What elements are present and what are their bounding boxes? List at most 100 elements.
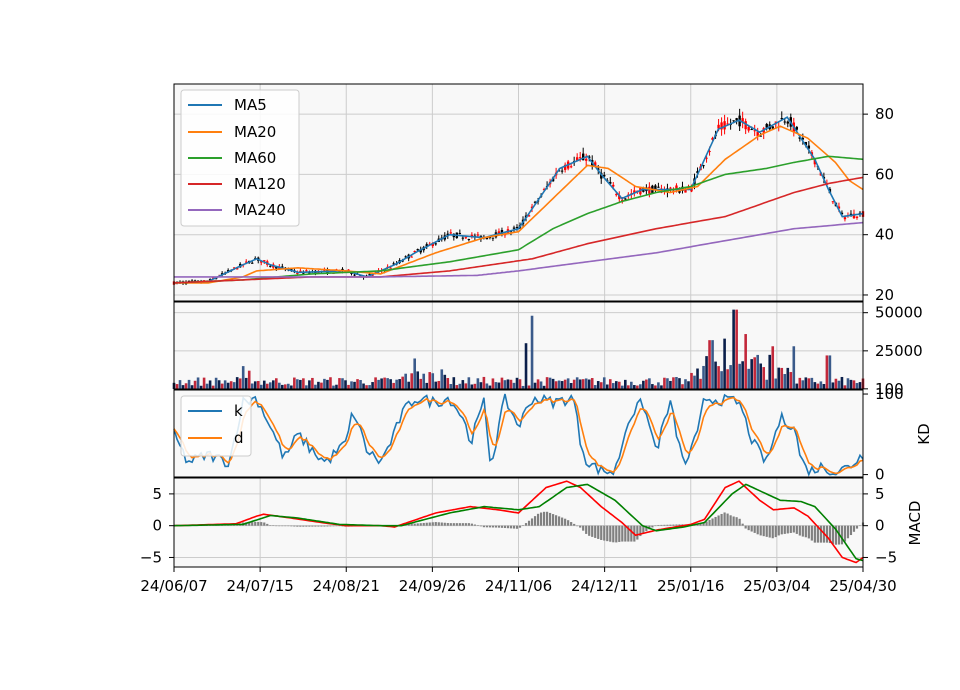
macd-histogram-bar [795, 525, 798, 534]
macd-histogram-bar [618, 525, 621, 542]
volume-bar [521, 385, 525, 389]
candle-body [578, 157, 582, 159]
macd-histogram-bar [269, 525, 272, 526]
volume-bar [217, 380, 221, 389]
volume-bar [792, 346, 796, 389]
macd-histogram-bar [407, 524, 410, 526]
volume-bar [371, 382, 374, 389]
macd-histogram-bar [714, 516, 717, 526]
macd-histogram-bar [576, 525, 579, 527]
macd-histogram-bar [503, 525, 507, 529]
volume-bar [503, 380, 507, 389]
macd-histogram-bar [470, 523, 473, 526]
macd-histogram-bar [299, 525, 302, 527]
macd-histogram-bar [645, 525, 648, 532]
volume-bar [359, 380, 362, 389]
candle-body [840, 212, 844, 215]
volume-bar [500, 377, 504, 389]
macd-histogram-bar [591, 525, 594, 537]
macd-histogram-bar [609, 525, 612, 542]
volume-bar [717, 366, 720, 389]
volume-bar [271, 380, 275, 389]
candle-body [353, 274, 356, 276]
macd-histogram-bar [428, 522, 431, 526]
macd-histogram-bar [515, 525, 519, 529]
volume-bar [849, 379, 853, 389]
volume-bar [244, 377, 248, 389]
volume-bar [341, 378, 344, 389]
candle-body [741, 118, 744, 122]
volume-bar [247, 370, 251, 389]
volume-bar [590, 378, 594, 389]
candle-body [624, 198, 627, 200]
candle-body [783, 121, 786, 123]
y-tick-label: 0 [875, 517, 885, 535]
volume-bar [199, 385, 203, 389]
macd-histogram-bar [506, 525, 510, 529]
volume-bar [494, 382, 498, 389]
macd-histogram-bar [660, 524, 663, 526]
candle-body [464, 237, 468, 239]
volume-bar [554, 381, 558, 389]
volume-bar [657, 382, 660, 389]
volume-bar [575, 377, 579, 389]
volume-bar [401, 376, 404, 389]
ma-line-ma240 [174, 221, 864, 278]
candle-body [705, 157, 708, 159]
macd-histogram-bar [263, 522, 266, 526]
volume-bar [437, 380, 441, 389]
candle-body [323, 269, 326, 271]
y-tick-label-left: 0 [152, 517, 162, 535]
candle-body [618, 195, 621, 200]
candle-body [750, 129, 753, 131]
candle-body [410, 256, 413, 258]
candle-body [575, 157, 579, 161]
volume-bar [852, 380, 856, 389]
volume-bar [804, 377, 808, 389]
macd-histogram-bar [678, 524, 681, 526]
candle-body [425, 244, 428, 247]
macd-histogram-bar [485, 525, 489, 528]
macd-histogram-bar [290, 525, 293, 527]
macd-histogram-bar [491, 525, 495, 528]
price-candles [172, 108, 865, 286]
macd-histogram-bar [804, 525, 807, 538]
candle-body [296, 272, 299, 274]
volume-bar [702, 365, 705, 389]
candle-body [726, 123, 729, 125]
volume-bar [455, 385, 459, 389]
macd-histogram-bar [512, 525, 516, 529]
macd-histogram-bar [669, 524, 672, 526]
candle-body [786, 121, 789, 124]
macd-histogram-bar [323, 525, 326, 527]
candle-body [765, 123, 768, 128]
macd-histogram-bar [720, 513, 723, 526]
x-tick-label: 24/11/06 [485, 577, 552, 595]
volume-bar [509, 379, 513, 389]
candle-body [813, 158, 817, 165]
macd-histogram-bar [624, 525, 627, 542]
volume-bar [452, 377, 456, 389]
volume-bar [229, 381, 233, 389]
macd-histogram-bar [308, 525, 311, 527]
macd-histogram-bar [494, 525, 498, 528]
volume-bar [660, 385, 663, 389]
volume-bar [611, 383, 615, 389]
x-tick-label: 25/03/04 [743, 577, 810, 595]
macd-histogram-bar [287, 525, 290, 527]
volume-bar [259, 384, 263, 389]
kd-lines [173, 393, 864, 477]
volume-bar [837, 380, 841, 389]
volume-bar [846, 378, 850, 389]
volume-bar [443, 374, 447, 389]
volume-bar [208, 380, 212, 389]
volume-bar [202, 377, 206, 389]
macd-histogram-bar [855, 525, 859, 529]
volume-bar [678, 378, 681, 389]
volume-bar [482, 376, 486, 389]
volume-bar [332, 385, 335, 389]
volume-bar [822, 384, 826, 389]
x-tick-label: 24/06/07 [140, 577, 207, 595]
macd-histogram-bar [320, 525, 323, 527]
volume-bar [368, 385, 371, 389]
